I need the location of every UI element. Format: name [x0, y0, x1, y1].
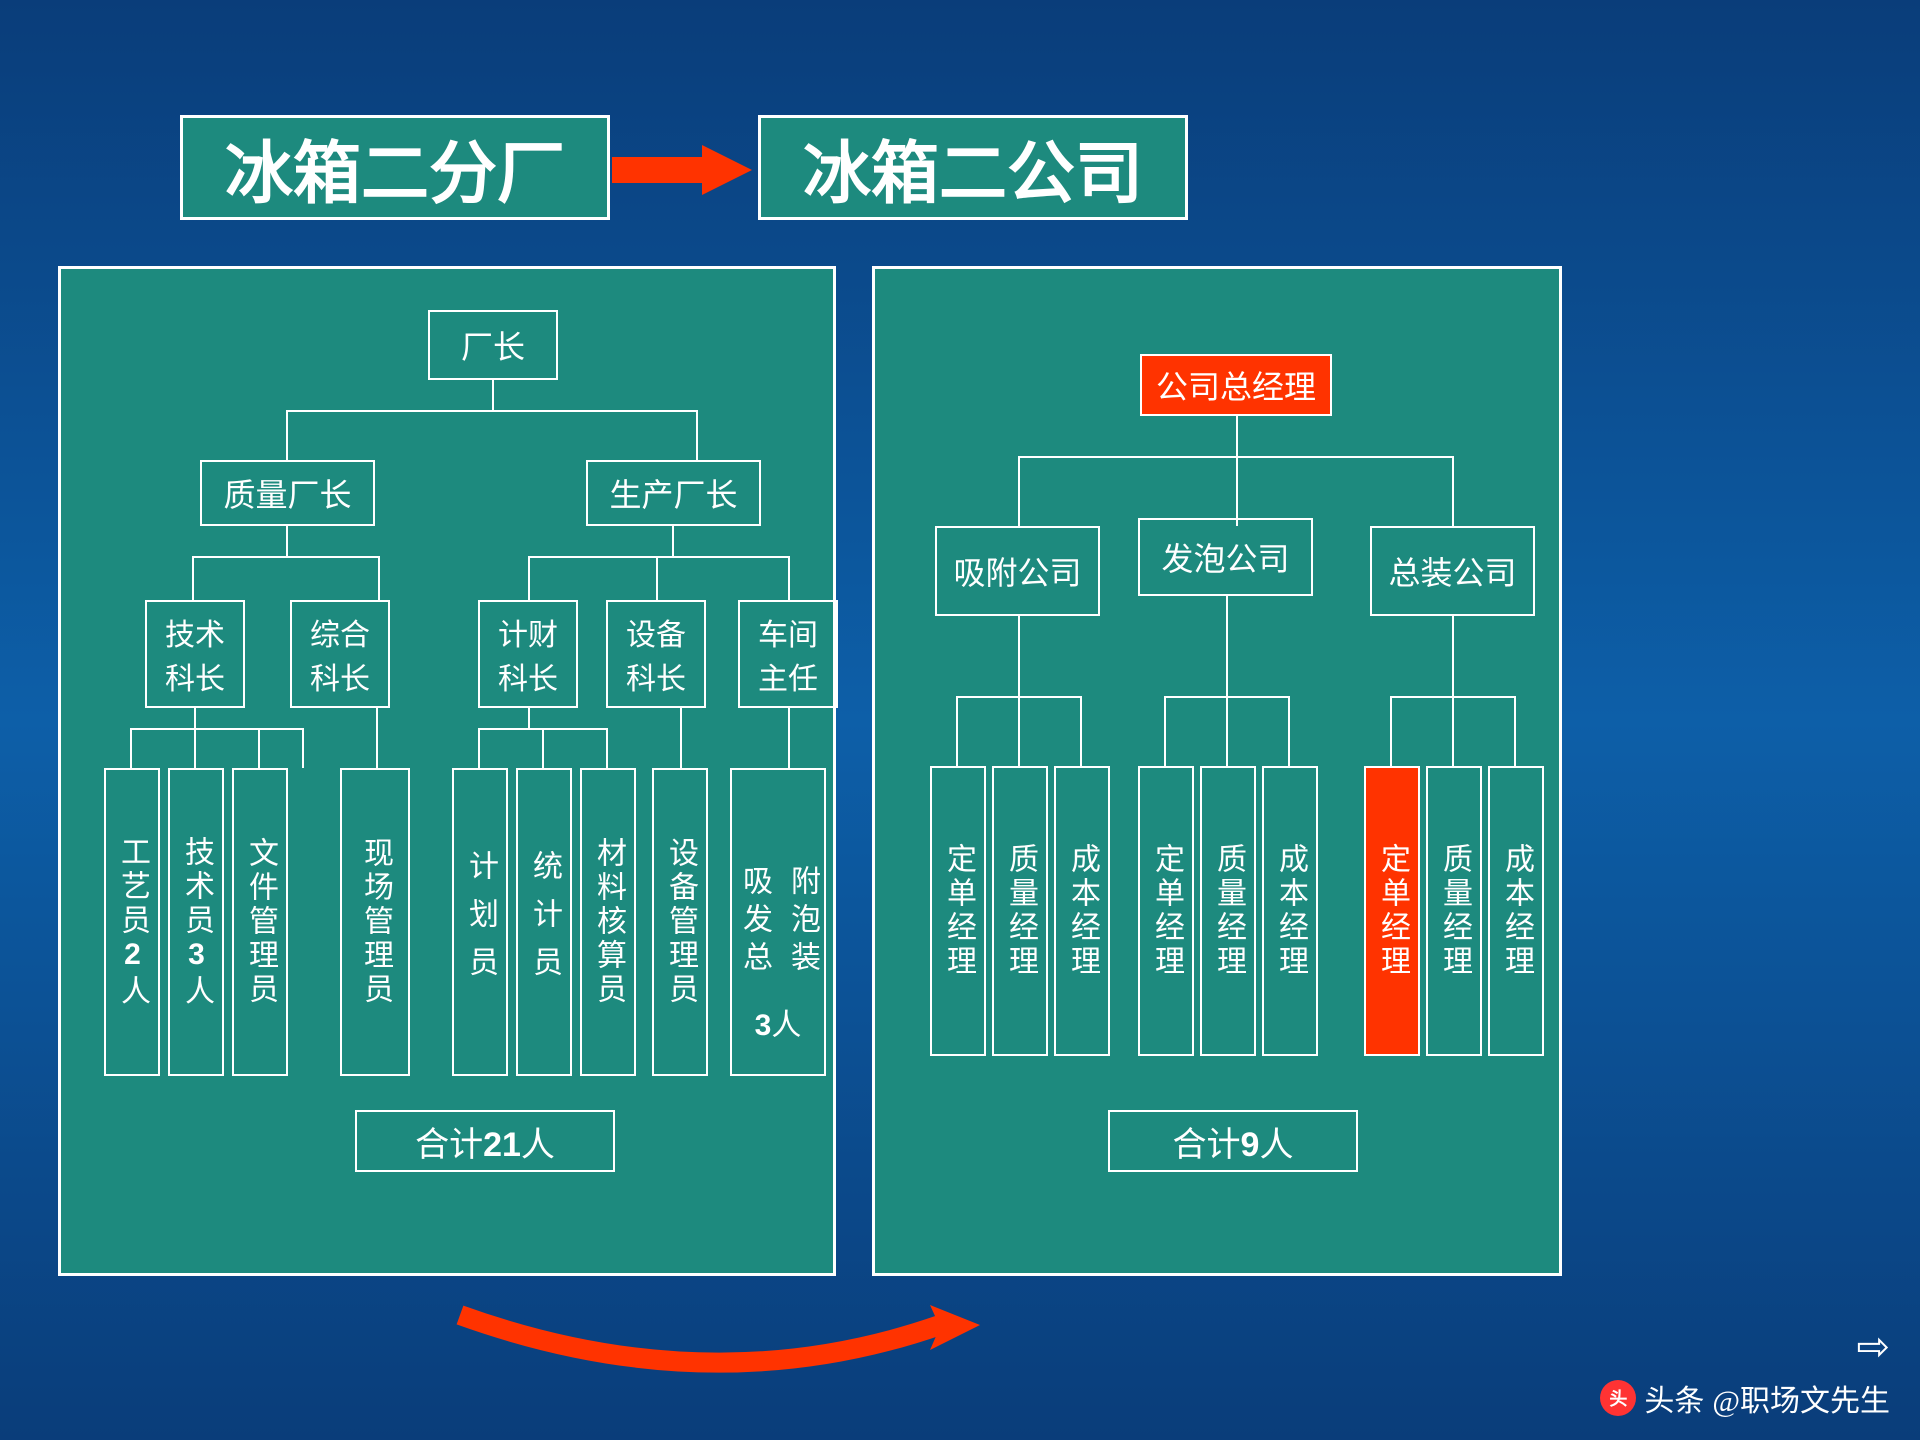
- watermark-logo-icon: 头: [1600, 1380, 1636, 1416]
- left-leaf-2: 文件管理员: [232, 768, 288, 1076]
- right-l2-1: 发泡公司: [1138, 518, 1313, 596]
- right-leaf-4: 质量经理: [1200, 766, 1256, 1056]
- watermark: 头 头条 @职场文先生: [1600, 1376, 1890, 1420]
- left-leaf-4: 计划员: [452, 768, 508, 1076]
- watermark-handle: @职场文先生: [1712, 1376, 1890, 1420]
- right-total: 合计9人: [1108, 1110, 1358, 1172]
- left-leaf-3: 现场管理员: [340, 768, 410, 1076]
- left-l3-tech: 技术科长: [145, 600, 245, 708]
- left-leaf-0: 工艺员2人: [104, 768, 160, 1076]
- right-leaf-5: 成本经理: [1262, 766, 1318, 1056]
- left-leaf-7: 设备管理员: [652, 768, 708, 1076]
- nav-next-icon[interactable]: ⇨: [1856, 1323, 1890, 1370]
- left-leaf-6: 材料核算员: [580, 768, 636, 1076]
- left-l2-production: 生产厂长: [586, 460, 761, 526]
- left-leaf-1: 技术员3人: [168, 768, 224, 1076]
- curve-arrow-icon: [440, 1305, 980, 1385]
- left-total: 合计21人: [355, 1110, 615, 1172]
- right-leaf-0: 定单经理: [930, 766, 986, 1056]
- title-right: 冰箱二公司: [758, 115, 1188, 220]
- title-left: 冰箱二分厂: [180, 115, 610, 220]
- right-root: 公司总经理: [1140, 354, 1332, 416]
- right-leaf-6-highlighted: 定单经理: [1364, 766, 1420, 1056]
- left-leaf-5: 统计员: [516, 768, 572, 1076]
- right-l2-0: 吸附公司: [935, 526, 1100, 616]
- left-l3-equip: 设备科长: [606, 600, 706, 708]
- right-leaf-2: 成本经理: [1054, 766, 1110, 1056]
- right-leaf-3: 定单经理: [1138, 766, 1194, 1056]
- watermark-brand: 头条: [1644, 1376, 1704, 1420]
- left-root: 厂长: [428, 310, 558, 380]
- right-leaf-8: 成本经理: [1488, 766, 1544, 1056]
- left-l2-quality: 质量厂长: [200, 460, 375, 526]
- right-leaf-7: 质量经理: [1426, 766, 1482, 1056]
- arrow-icon: [612, 145, 752, 195]
- right-leaf-1: 质量经理: [992, 766, 1048, 1056]
- right-l2-2: 总装公司: [1370, 526, 1535, 616]
- left-l3-finance: 计财科长: [478, 600, 578, 708]
- left-l3-general: 综合科长: [290, 600, 390, 708]
- left-l3-workshop: 车间主任: [738, 600, 838, 708]
